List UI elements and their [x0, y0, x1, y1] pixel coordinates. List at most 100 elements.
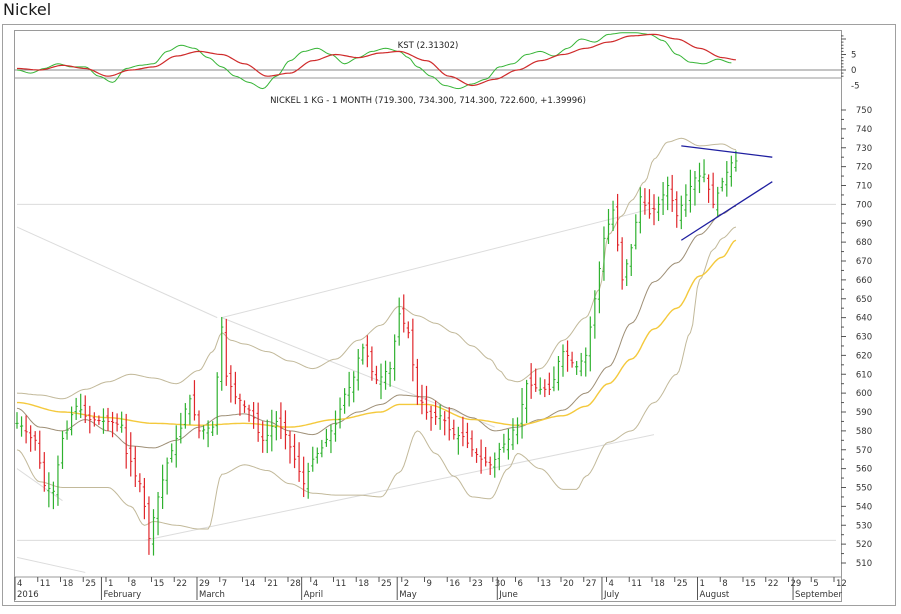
up-bar: [515, 417, 520, 445]
up-bar: [734, 150, 738, 172]
up-bar: [538, 377, 542, 395]
page-title: Nickel: [3, 0, 52, 19]
date-tick-label: 15: [154, 579, 165, 589]
up-bar: [101, 408, 106, 434]
price-tick-label: 720: [856, 163, 872, 173]
kst-lines: [16, 32, 736, 90]
up-bar: [634, 214, 638, 250]
down-bar: [415, 358, 419, 405]
down-bar: [33, 431, 37, 451]
down-bar: [452, 419, 456, 440]
price-tick-label: 590: [856, 408, 872, 418]
down-bar: [429, 405, 433, 431]
up-bar: [593, 290, 597, 339]
up-bar: [611, 200, 615, 231]
up-bar: [552, 366, 556, 392]
date-tick-label: 6: [518, 579, 523, 589]
down-bar: [238, 393, 242, 416]
ohlc-bars: [15, 150, 738, 556]
up-bar: [729, 155, 733, 187]
date-tick-label: 25: [85, 579, 96, 589]
date-tick-label: 22: [768, 579, 779, 589]
down-bar: [465, 422, 470, 449]
down-bar: [279, 402, 283, 440]
down-bar: [643, 188, 647, 215]
kst-signal-line: [17, 33, 736, 87]
up-bar: [702, 159, 706, 183]
price-tick-label: 680: [856, 238, 872, 248]
up-bar: [51, 481, 55, 510]
down-bar: [256, 402, 260, 442]
month-label: May: [399, 590, 417, 600]
up-bar: [638, 187, 642, 234]
down-bar: [647, 189, 652, 219]
date-tick-label: 9: [427, 579, 432, 589]
up-bar: [15, 412, 19, 429]
down-bar: [374, 365, 379, 385]
up-bar: [74, 397, 78, 420]
down-bar: [479, 439, 483, 474]
up-bar: [579, 352, 583, 377]
up-bar: [556, 355, 561, 391]
down-bar: [443, 411, 447, 436]
price-tick-label: 520: [856, 540, 872, 550]
up-bar: [274, 411, 278, 441]
down-bar: [474, 448, 479, 463]
up-bar: [383, 360, 388, 390]
down-bar: [29, 425, 33, 452]
up-bar: [324, 428, 328, 447]
plot-frame: [14, 30, 842, 602]
up-bar: [206, 420, 210, 448]
up-bar: [525, 379, 529, 424]
up-bar: [270, 409, 274, 452]
down-bar: [707, 174, 711, 203]
price-tick-label: 690: [856, 219, 872, 229]
date-tick-label: 12: [836, 579, 847, 589]
price-tick-label: 540: [856, 502, 872, 512]
down-bar: [192, 380, 197, 421]
kst-tick-label: 5: [851, 51, 856, 61]
down-bar: [147, 496, 151, 555]
down-bar: [570, 351, 574, 368]
down-bar: [224, 318, 228, 386]
date-tick-label: 1: [108, 579, 113, 589]
date-tick-label: 4: [609, 579, 614, 589]
date-tick-label: 18: [654, 579, 665, 589]
support-resistance-line: [16, 468, 63, 502]
down-bar: [370, 346, 374, 381]
date-tick-label: 14: [245, 579, 256, 589]
month-label: April: [304, 590, 323, 600]
up-bar: [597, 261, 601, 314]
date-tick-label: 4: [17, 579, 22, 589]
date-tick-label: 20: [563, 579, 574, 589]
price-tick-label: 550: [856, 484, 872, 494]
up-bar: [497, 442, 501, 471]
down-bar: [484, 446, 488, 467]
up-bar: [165, 457, 169, 495]
up-bar: [201, 425, 206, 440]
down-bar: [38, 430, 42, 469]
down-bar: [547, 372, 551, 396]
triangle-trendline: [680, 181, 773, 241]
up-bar: [397, 297, 401, 346]
date-tick-label: 18: [358, 579, 369, 589]
kst-axis: -5 0 5: [841, 35, 859, 92]
down-bar: [434, 400, 438, 425]
up-bar: [679, 195, 683, 230]
date-tick-label: 5: [813, 579, 818, 589]
down-bar: [229, 365, 233, 403]
down-bar: [420, 384, 424, 415]
up-bar: [456, 426, 460, 455]
down-bar: [292, 433, 297, 469]
up-bar: [161, 464, 165, 509]
down-bar: [142, 477, 146, 520]
up-bar: [629, 244, 633, 277]
month-label: March: [199, 590, 225, 600]
date-axis: 4 11 18 25 1 8 15 22 29 7 14 21 28 4 11 18 25 2 9 16 23 30 6 13…: [14, 577, 847, 600]
down-bar: [138, 473, 142, 493]
up-bar: [606, 208, 611, 244]
up-bar: [725, 161, 729, 197]
up-bar: [19, 416, 24, 437]
date-tick-label: 29: [791, 579, 802, 589]
down-bar: [88, 405, 92, 434]
